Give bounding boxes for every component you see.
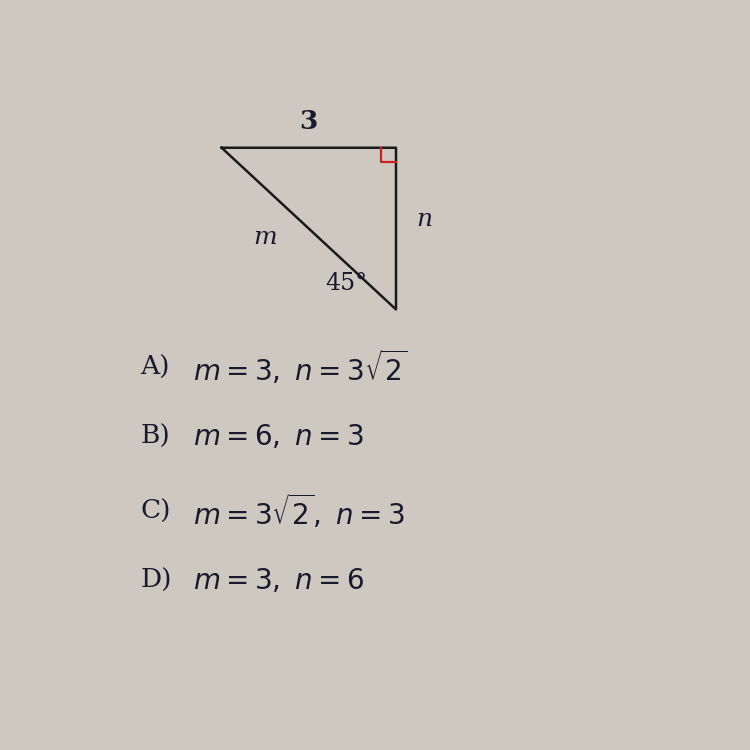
Text: $m=3\sqrt{2}, \ n=3$: $m=3\sqrt{2}, \ n=3$ — [193, 492, 405, 531]
Text: C): C) — [140, 499, 171, 524]
Text: $m=3, \ n=6$: $m=3, \ n=6$ — [193, 567, 364, 595]
Text: 45°: 45° — [326, 272, 368, 295]
Text: m: m — [254, 226, 277, 249]
Text: n: n — [416, 209, 433, 232]
Text: $m=6, \ n=3$: $m=6, \ n=3$ — [193, 422, 364, 451]
Text: B): B) — [140, 424, 170, 449]
Text: D): D) — [140, 568, 172, 593]
Text: $m=3, \ n=3\sqrt{2}$: $m=3, \ n=3\sqrt{2}$ — [193, 348, 406, 386]
Text: 3: 3 — [299, 110, 318, 134]
Text: A): A) — [140, 355, 170, 380]
